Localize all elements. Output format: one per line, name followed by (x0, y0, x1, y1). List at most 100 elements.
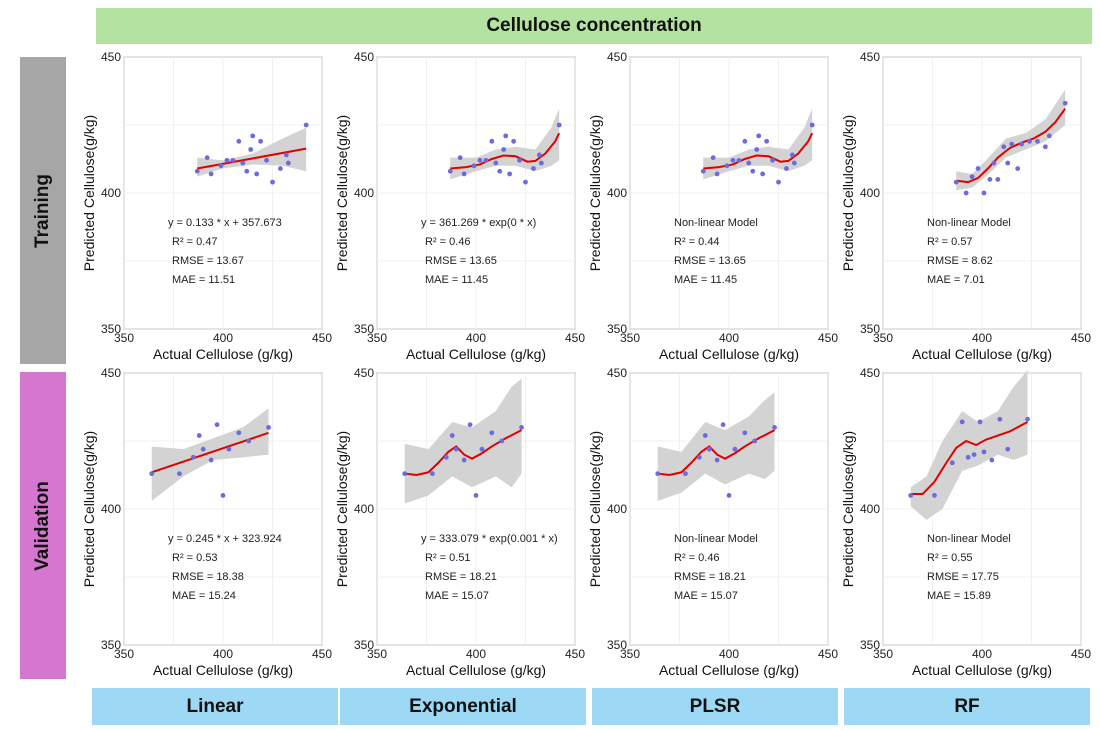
data-point (995, 177, 1001, 182)
x-tick-label: 400 (466, 647, 486, 661)
y-tick-label: 350 (860, 322, 880, 336)
metric-label: R² = 0.57 (927, 236, 973, 248)
data-point (443, 454, 449, 460)
data-point (204, 155, 210, 161)
data-point (953, 179, 959, 185)
data-point (196, 433, 202, 438)
column-label-text: Linear (186, 695, 244, 717)
metric-label: RMSE = 18.21 (425, 571, 497, 583)
data-point (258, 138, 264, 144)
y-axis-label: Predicted Cellulose(g/kg) (334, 115, 350, 271)
data-point (236, 430, 242, 436)
data-point (736, 157, 742, 163)
data-point (1015, 166, 1021, 171)
row-label-training: Training (20, 57, 66, 364)
data-point (536, 152, 542, 158)
data-point (208, 457, 214, 463)
y-tick-label: 400 (860, 502, 880, 516)
x-tick-label: 350 (620, 647, 640, 661)
data-point (784, 166, 789, 171)
data-point (772, 425, 777, 430)
confidence-band (956, 89, 1066, 191)
data-point (254, 171, 260, 177)
data-point (1025, 416, 1030, 422)
x-axis-label: Actual Cellulose (g/kg) (659, 662, 799, 678)
data-point (742, 138, 748, 144)
data-point (270, 179, 275, 185)
data-point (538, 160, 544, 166)
y-tick-label: 400 (101, 502, 121, 516)
model-equation: y = 361.269 * exp(0 * x) (421, 217, 536, 229)
data-point (809, 122, 815, 128)
x-tick-label: 450 (818, 331, 838, 345)
data-point (230, 157, 236, 163)
data-point (732, 446, 738, 452)
x-tick-label: 450 (1071, 331, 1091, 345)
x-tick-label: 450 (312, 647, 332, 661)
data-point (949, 460, 955, 466)
data-point (250, 133, 256, 139)
data-point (449, 433, 455, 438)
figure-title: Cellulose concentration (486, 15, 702, 36)
model-equation: Non-linear Model (674, 533, 758, 545)
model-equation: y = 333.079 * exp(0.001 * x) (421, 533, 558, 545)
data-point (493, 160, 499, 166)
fit-line (404, 429, 522, 477)
data-point (789, 152, 795, 158)
data-point (240, 160, 246, 166)
panel-training-exponential: 350 400 450 350 400 450 Actual Cellulose (g/kg… (334, 50, 585, 362)
data-point (1046, 133, 1052, 139)
column-label-rf: RF (844, 688, 1090, 725)
data-point (1005, 446, 1011, 452)
data-point (724, 163, 730, 169)
data-point (752, 438, 758, 444)
data-point (208, 171, 214, 177)
data-point (1027, 138, 1032, 144)
x-tick-label: 350 (367, 331, 387, 345)
data-point (220, 493, 226, 498)
data-point (483, 157, 489, 163)
y-axis-label: Predicted Cellulose(g/kg) (840, 431, 856, 587)
metric-label: R² = 0.46 (674, 552, 720, 564)
data-point (754, 147, 760, 152)
data-point (1005, 160, 1011, 166)
data-point (226, 446, 232, 452)
data-point (720, 422, 726, 428)
data-point (696, 454, 702, 460)
x-axis-label: Actual Cellulose (g/kg) (912, 662, 1052, 678)
y-tick-label: 400 (101, 186, 121, 200)
metric-label: R² = 0.51 (425, 552, 471, 564)
data-point (461, 457, 467, 463)
data-point (981, 190, 987, 196)
data-point (706, 446, 712, 452)
x-tick-label: 400 (213, 647, 233, 661)
data-point (285, 160, 291, 166)
column-label-text: RF (954, 695, 980, 717)
row-label-validation: Validation (20, 372, 66, 679)
fit-line (956, 108, 1066, 184)
metric-label: R² = 0.53 (172, 552, 218, 564)
metric-label: MAE = 15.24 (172, 590, 236, 602)
data-point (266, 425, 271, 430)
data-point (760, 171, 766, 177)
fit-line (197, 147, 307, 170)
x-tick-label: 350 (873, 331, 893, 345)
data-point (214, 422, 220, 428)
y-tick-label: 400 (607, 502, 627, 516)
x-tick-label: 350 (114, 331, 134, 345)
metric-label: MAE = 11.51 (172, 274, 235, 286)
data-point (523, 179, 528, 185)
data-point (303, 122, 309, 128)
column-label-plsr: PLSR (592, 688, 838, 725)
data-point (402, 471, 408, 477)
y-axis-label: Predicted Cellulose(g/kg) (334, 431, 350, 587)
metric-label: RMSE = 13.65 (425, 255, 497, 267)
y-tick-label: 350 (101, 322, 121, 336)
x-tick-label: 450 (818, 647, 838, 661)
column-label-text: Exponential (409, 695, 517, 717)
x-axis-label: Actual Cellulose (g/kg) (153, 662, 293, 678)
data-point (246, 438, 252, 444)
metric-label: RMSE = 13.65 (674, 255, 746, 267)
data-point (710, 155, 716, 161)
data-point (471, 163, 477, 169)
